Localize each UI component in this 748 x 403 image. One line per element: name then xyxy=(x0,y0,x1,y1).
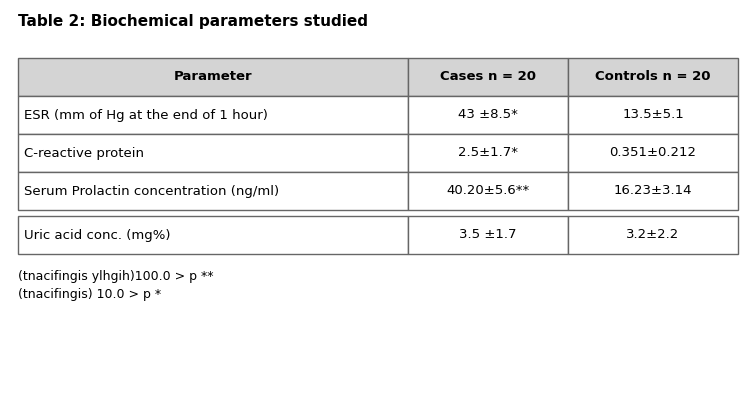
Text: Serum Prolactin concentration (ng/ml): Serum Prolactin concentration (ng/ml) xyxy=(24,185,279,197)
Text: 16.23±3.14: 16.23±3.14 xyxy=(614,185,692,197)
Text: 2.5±1.7*: 2.5±1.7* xyxy=(458,147,518,160)
Bar xyxy=(408,58,568,96)
Text: Cases n = 20: Cases n = 20 xyxy=(440,71,536,83)
Text: 3.5 ±1.7: 3.5 ±1.7 xyxy=(459,229,517,241)
Text: 0.351±0.212: 0.351±0.212 xyxy=(610,147,696,160)
Bar xyxy=(568,172,738,210)
Bar xyxy=(408,134,568,172)
Text: Controls n = 20: Controls n = 20 xyxy=(595,71,711,83)
Text: 13.5±5.1: 13.5±5.1 xyxy=(622,108,684,121)
Text: Uric acid conc. (mg%): Uric acid conc. (mg%) xyxy=(24,229,171,241)
Text: ESR (mm of Hg at the end of 1 hour): ESR (mm of Hg at the end of 1 hour) xyxy=(24,108,268,121)
Bar xyxy=(18,58,408,96)
Bar xyxy=(568,96,738,134)
Bar xyxy=(18,216,408,254)
Bar xyxy=(408,172,568,210)
Bar xyxy=(408,216,568,254)
Bar xyxy=(18,96,408,134)
Text: (tnacifingis ylhgih)100.0 > p **: (tnacifingis ylhgih)100.0 > p ** xyxy=(18,270,213,283)
Text: 3.2±2.2: 3.2±2.2 xyxy=(626,229,680,241)
Text: C-reactive protein: C-reactive protein xyxy=(24,147,144,160)
Text: Parameter: Parameter xyxy=(174,71,252,83)
Text: 40.20±5.6**: 40.20±5.6** xyxy=(447,185,530,197)
Bar xyxy=(408,96,568,134)
Bar xyxy=(18,134,408,172)
Bar xyxy=(568,58,738,96)
Text: 43 ±8.5*: 43 ±8.5* xyxy=(458,108,518,121)
Text: Table 2: Biochemical parameters studied: Table 2: Biochemical parameters studied xyxy=(18,14,368,29)
Bar xyxy=(18,172,408,210)
Text: (tnacifingis) 10.0 > p *: (tnacifingis) 10.0 > p * xyxy=(18,288,161,301)
Bar xyxy=(568,134,738,172)
Bar xyxy=(568,216,738,254)
